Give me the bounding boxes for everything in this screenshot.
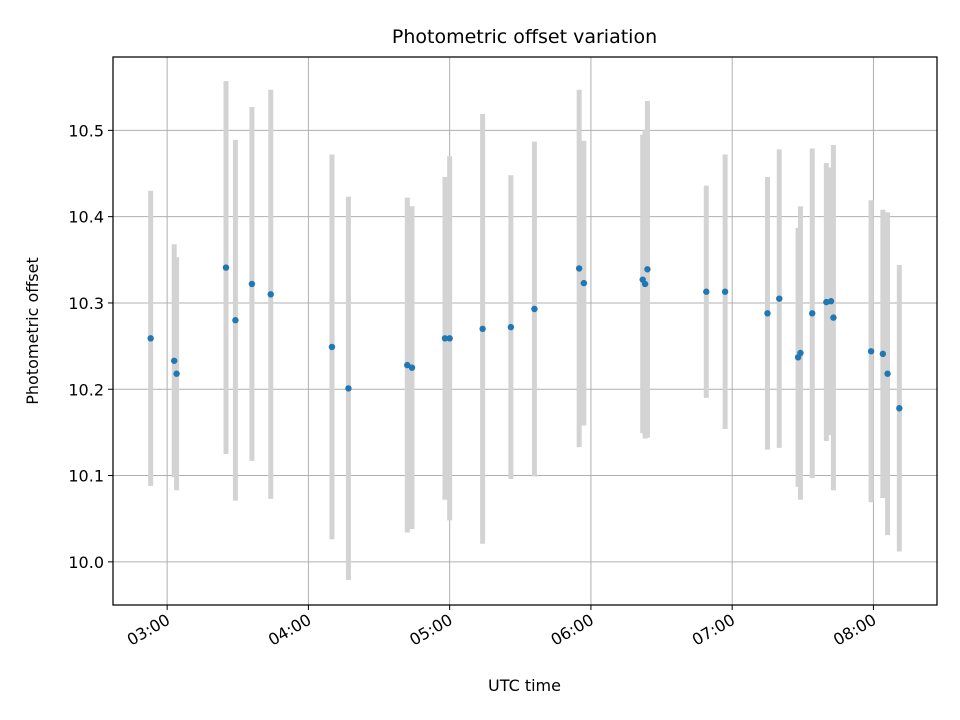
data-point xyxy=(703,288,710,295)
data-points xyxy=(147,264,903,412)
data-point xyxy=(721,288,729,295)
data-point xyxy=(641,280,649,288)
data-point xyxy=(776,295,783,302)
data-point xyxy=(884,370,891,377)
x-axis-title: UTC time xyxy=(488,676,561,695)
y-axis-title: Photometric offset xyxy=(23,257,42,405)
data-point xyxy=(222,264,230,271)
y-tick-label: 10.3 xyxy=(68,294,104,313)
y-tick-label: 10.2 xyxy=(68,380,104,399)
data-point xyxy=(267,291,274,298)
y-tick-label: 10.1 xyxy=(68,467,104,486)
data-point xyxy=(441,335,449,342)
data-point xyxy=(644,266,651,273)
data-point xyxy=(507,323,515,331)
data-point xyxy=(867,348,875,355)
data-point xyxy=(827,298,835,305)
data-point xyxy=(446,335,453,342)
y-tick-label: 10.4 xyxy=(68,208,104,227)
data-point xyxy=(147,335,154,342)
data-point xyxy=(531,305,538,313)
data-point xyxy=(173,370,180,377)
data-point xyxy=(248,280,256,288)
data-point xyxy=(809,310,816,317)
y-axis-ticks: 10.0 10.1 10.2 10.3 10.4 10.5 xyxy=(68,121,113,572)
data-point xyxy=(896,405,903,412)
data-point xyxy=(404,361,411,369)
data-point xyxy=(171,357,178,364)
data-point xyxy=(328,343,336,351)
data-point xyxy=(479,325,486,333)
data-point xyxy=(408,364,416,371)
chart-title: Photometric offset variation xyxy=(392,26,657,48)
y-tick-label: 10.5 xyxy=(68,121,104,140)
data-point xyxy=(830,314,837,321)
plot-area-frame xyxy=(112,56,938,606)
data-point xyxy=(764,310,771,317)
data-point xyxy=(580,279,588,287)
data-point xyxy=(232,317,239,324)
data-point xyxy=(575,265,583,272)
data-point xyxy=(879,350,887,358)
data-point xyxy=(797,349,804,357)
data-point xyxy=(345,385,352,392)
y-tick-label: 10.0 xyxy=(68,553,104,572)
